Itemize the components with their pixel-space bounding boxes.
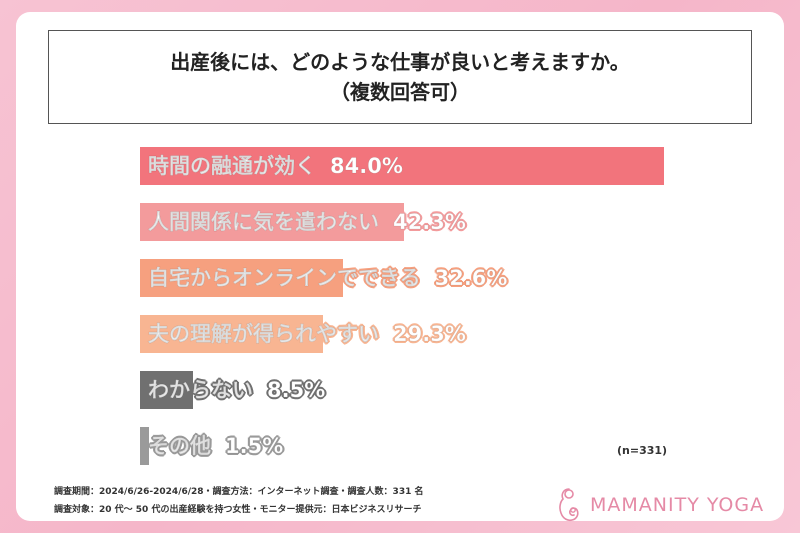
bar-label-5: わからない 8.5%: [148, 371, 326, 409]
value-label: 29.3%: [393, 322, 466, 347]
category-label: その他: [148, 434, 212, 459]
brand-name: MAMANITY YOGA: [590, 494, 765, 516]
bar-1: [140, 147, 665, 185]
bar-4: [140, 315, 323, 353]
mother-child-icon: [559, 488, 579, 522]
bar-5: [140, 371, 194, 409]
survey-info-line2: 調査対象：20 代～ 50 代の出産経験を持つ女性・モニター提供元：日本ビジネス…: [54, 505, 422, 515]
bar-label-6: その他 1.5%: [148, 427, 284, 465]
category-label: 自宅からオンラインでできる: [148, 266, 421, 291]
bar-label-2: 人間関係に気を遣わない 42.3%: [148, 203, 466, 241]
sample-size-note: (n=331): [617, 444, 668, 457]
category-label: 時間の融通が効く: [148, 154, 317, 179]
category-label: 夫の理解が得られやすい: [148, 322, 380, 347]
chart-title: 出産後には、どのような仕事が良いと考えますか。: [170, 50, 630, 74]
category-label: 人間関係に気を遣わない: [148, 210, 380, 235]
bar-label-1: 時間の融通が効く 84.0%: [148, 147, 403, 185]
bar-6: [140, 427, 150, 465]
bar-chart: 時間の融通が効く 84.0% 人間関係に気を遣わない 42.3% 自宅からオンラインでで…: [16, 12, 784, 521]
bar-label-3: 自宅からオンラインでできる 32.6%: [148, 259, 508, 297]
bar-3: [140, 259, 344, 297]
value-label: 8.5%: [267, 378, 326, 403]
value-label: 32.6%: [434, 266, 508, 291]
bar-label-4: 夫の理解が得られやすい 29.3%: [148, 315, 466, 353]
title-box: 出産後には、どのような仕事が良いと考えますか。 （複数回答可）: [48, 30, 752, 124]
value-label: 42.3%: [393, 210, 466, 235]
chart-subtitle: （複数回答可）: [330, 80, 470, 104]
category-label: わからない: [148, 378, 254, 403]
bar-2: [140, 203, 404, 241]
content-card: 出産後には、どのような仕事が良いと考えますか。 （複数回答可） 時間の融通が効く…: [16, 12, 784, 522]
survey-info-line1: 調査期間：2024/6/26-2024/6/28・調査方法：インターネット調査・…: [54, 487, 424, 497]
value-label: 1.5%: [225, 434, 284, 459]
brand-logo: MAMANITY YOGA: [554, 485, 764, 525]
value-label: 84.0%: [330, 154, 403, 179]
